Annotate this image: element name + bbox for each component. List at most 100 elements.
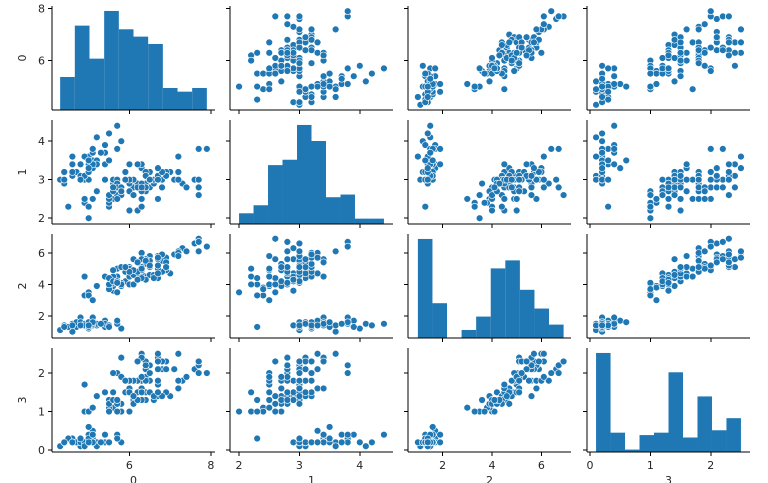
scatter-point [414, 152, 422, 161]
scatter-point [174, 252, 183, 260]
scatter-point [174, 152, 183, 161]
scatter-point [426, 75, 434, 83]
scatter-point [646, 202, 655, 211]
scatter-point [337, 75, 346, 83]
scatter-point [105, 407, 113, 416]
scatter-point [508, 176, 516, 184]
hist-bar [697, 396, 712, 452]
scatter-point [295, 321, 304, 330]
scatter-point [313, 350, 322, 358]
scatter-point [522, 33, 531, 41]
panel-2-2 [404, 234, 571, 342]
scatter-point [694, 249, 703, 257]
scatter-point [604, 95, 612, 104]
scatter-point [554, 361, 563, 370]
scatter-point [331, 247, 340, 256]
scatter-point [463, 195, 471, 203]
scatter-point [235, 407, 243, 416]
scatter-point [289, 244, 298, 252]
panel-1-2 [404, 120, 571, 228]
scatter-point [737, 152, 745, 161]
scatter-point [195, 145, 203, 153]
scatter-point [719, 145, 727, 153]
scatter-point [301, 33, 310, 41]
y-tick-label: 4 [38, 278, 45, 291]
scatter-point [485, 77, 494, 86]
scatter-point [701, 49, 709, 57]
scatter-point [259, 285, 267, 293]
scatter-point [84, 291, 93, 300]
scatter-point [694, 257, 703, 265]
scatter-point [121, 168, 130, 176]
scatter-point [380, 64, 388, 73]
scatter-point [731, 62, 739, 70]
scatter-point [331, 442, 340, 450]
scatter-point [113, 279, 121, 287]
scatter-point [68, 321, 77, 330]
scatter-point [517, 369, 526, 377]
scatter-point [545, 179, 553, 188]
scatter-point [80, 195, 89, 203]
scatter-point [307, 369, 316, 377]
scatter-point [154, 357, 162, 366]
scatter-point [429, 423, 437, 431]
scatter-point [307, 357, 316, 366]
scatter-point [265, 388, 273, 396]
panel-0-1 [226, 6, 393, 114]
x-tick-label: 6 [538, 459, 545, 472]
scatter-point [313, 269, 322, 278]
scatter-point [610, 320, 618, 328]
scatter-point [331, 93, 340, 101]
scatter-point [313, 82, 322, 91]
scatter-point [113, 122, 121, 130]
hist-bar [519, 289, 535, 338]
scatter-point [154, 195, 162, 203]
x-tick-label: 1 [647, 459, 654, 472]
scatter-point [174, 384, 183, 393]
scatter-point [463, 80, 471, 88]
scatter-point [431, 64, 439, 73]
scatter-point [289, 23, 298, 31]
scatter-point [76, 176, 85, 184]
scatter-point [253, 82, 261, 91]
scatter-point [247, 264, 255, 273]
scatter-point [117, 324, 125, 333]
y-tick-label: 2 [38, 212, 45, 225]
scatter-point [554, 369, 563, 377]
scatter-point [105, 438, 113, 447]
scatter-point [301, 365, 310, 373]
scatter-point [532, 195, 541, 203]
scatter-point [203, 145, 211, 153]
scatter-point [137, 183, 146, 192]
scatter-point [540, 12, 548, 21]
scatter-point [295, 392, 304, 400]
scatter-point [154, 388, 162, 396]
scatter-point [510, 67, 518, 75]
scatter-point [235, 82, 243, 91]
scatter-point [319, 51, 328, 60]
scatter-point [535, 357, 543, 366]
scatter-point [295, 98, 304, 106]
scatter-point [295, 434, 304, 443]
scatter-point [424, 438, 432, 447]
scatter-point [737, 164, 745, 172]
scatter-point [676, 206, 685, 215]
scatter-point [350, 323, 358, 331]
scatter-point [547, 145, 555, 153]
scatter-point [598, 164, 606, 172]
scatter-point [426, 149, 434, 157]
scatter-point [146, 369, 154, 377]
scatter-point [592, 152, 600, 161]
panel-2-3 [583, 234, 750, 342]
scatter-point [325, 69, 334, 78]
scatter-point [500, 85, 509, 93]
scatter-point [271, 392, 279, 400]
x-tick-label: 3 [296, 459, 303, 472]
y-axis-label: 0 [16, 55, 29, 62]
scatter-point [694, 59, 703, 67]
scatter-point [508, 377, 516, 385]
y-tick-label: 2 [38, 367, 45, 380]
scatter-point [719, 183, 727, 192]
scatter-point [356, 324, 364, 333]
